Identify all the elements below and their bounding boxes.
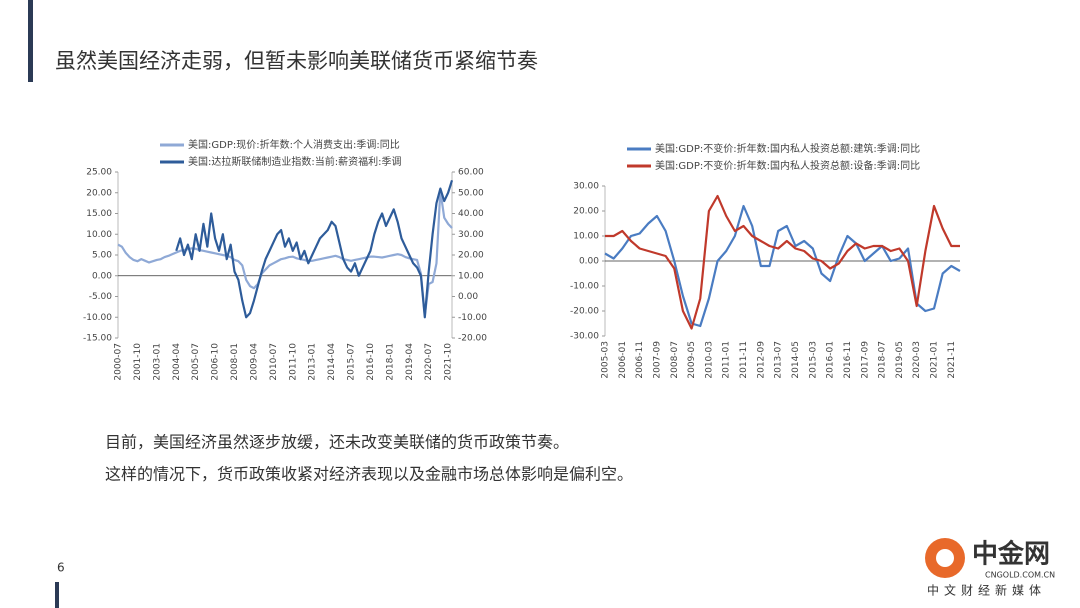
y2-tick-label: 30.00 xyxy=(458,230,484,240)
legend-label: 美国:GDP:现价:折年数:个人消费支出:季调:同比 xyxy=(188,138,400,151)
legend-label: 美国:达拉斯联储制造业指数:当前:薪资福利:季调 xyxy=(188,155,401,168)
x-tick-label: 2006-01 xyxy=(618,341,628,379)
y-tick-label: -10.00 xyxy=(570,282,599,292)
x-tick-label: 2011-01 xyxy=(722,341,732,379)
logo-name: 中金网 xyxy=(972,539,1050,570)
x-tick-label: 2012-09 xyxy=(756,341,766,379)
x-tick-label: 2014-04 xyxy=(327,343,337,381)
y-tick-label: 5.00 xyxy=(92,251,112,261)
x-tick-label: 2004-04 xyxy=(172,343,182,381)
y-tick-label: 10.00 xyxy=(573,232,599,242)
y-tick-label: -20.00 xyxy=(570,307,599,317)
logo-tagline: 中文财经新媒体 xyxy=(927,583,1046,598)
y2-tick-label: 20.00 xyxy=(458,251,484,261)
y2-tick-label: 10.00 xyxy=(458,271,484,281)
logo-icon xyxy=(936,549,954,567)
x-tick-label: 2015-03 xyxy=(808,341,818,379)
x-tick-label: 2020-03 xyxy=(912,341,922,379)
y-tick-label: 0.00 xyxy=(579,257,599,267)
page-number: 6 xyxy=(57,561,65,575)
x-tick-label: 2016-01 xyxy=(826,341,836,379)
x-tick-label: 2014-05 xyxy=(791,341,801,379)
y2-tick-label: 40.00 xyxy=(458,209,484,219)
x-tick-label: 2007-09 xyxy=(652,341,662,379)
x-tick-label: 2010-03 xyxy=(704,341,714,379)
x-tick-label: 2008-01 xyxy=(230,343,240,381)
x-tick-label: 2015-07 xyxy=(347,343,357,381)
y-tick-label: -10.00 xyxy=(83,313,112,323)
accent-bar xyxy=(28,0,33,82)
y-tick-label: 25.00 xyxy=(86,168,112,178)
y-tick-label: 30.00 xyxy=(573,182,599,192)
x-tick-label: 2010-07 xyxy=(269,343,279,381)
x-tick-label: 2021-10 xyxy=(444,343,454,381)
x-tick-label: 2009-04 xyxy=(249,343,259,381)
body-line: 目前，美国经济虽然逐步放缓，还未改变美联储的货币政策节奏。 xyxy=(105,433,569,452)
x-tick-label: 2011-11 xyxy=(739,341,749,379)
y2-tick-label: 60.00 xyxy=(458,168,484,178)
x-tick-label: 2020-07 xyxy=(424,343,434,381)
y-tick-label: 20.00 xyxy=(86,188,112,198)
y2-tick-label: -10.00 xyxy=(458,313,487,323)
body-line: 这样的情况下，货币政策收紧对经济表现以及金融市场总体影响是偏利空。 xyxy=(105,465,633,484)
legend-label: 美国:GDP:不变价:折年数:国内私人投资总额:设备:季调:同比 xyxy=(655,159,920,172)
x-tick-label: 2021-01 xyxy=(930,341,940,379)
x-tick-label: 2021-11 xyxy=(947,341,957,379)
series-line xyxy=(175,179,454,319)
x-tick-label: 2019-05 xyxy=(895,341,905,379)
y-tick-label: 15.00 xyxy=(86,209,112,219)
y2-tick-label: 0.00 xyxy=(458,292,478,302)
y2-tick-label: 50.00 xyxy=(458,188,484,198)
series-line xyxy=(605,194,960,330)
x-tick-label: 2006-11 xyxy=(635,341,645,379)
x-tick-label: 2018-01 xyxy=(385,343,395,381)
y-tick-label: -5.00 xyxy=(89,292,113,302)
x-tick-label: 2006-10 xyxy=(211,343,221,381)
x-tick-label: 2008-07 xyxy=(670,341,680,379)
x-tick-label: 2019-04 xyxy=(405,343,415,381)
slide-title: 虽然美国经济走弱，但暂未影响美联储货币紧缩节奏 xyxy=(55,49,538,73)
y2-tick-label: -20.00 xyxy=(458,334,487,344)
x-tick-label: 2016-11 xyxy=(843,341,853,379)
y-tick-label: 20.00 xyxy=(573,207,599,217)
series-line xyxy=(604,204,961,328)
x-tick-label: 2005-03 xyxy=(601,341,611,379)
accent-bar xyxy=(55,582,59,608)
y-tick-label: -15.00 xyxy=(83,334,112,344)
y-tick-label: 0.00 xyxy=(92,271,112,281)
y-tick-label: 10.00 xyxy=(86,230,112,240)
legend-label: 美国:GDP:不变价:折年数:国内私人投资总额:建筑:季调:同比 xyxy=(655,142,920,155)
x-tick-label: 2013-01 xyxy=(308,343,318,381)
x-tick-label: 2005-07 xyxy=(191,343,201,381)
x-tick-label: 2009-05 xyxy=(687,341,697,379)
x-tick-label: 2011-10 xyxy=(288,343,298,381)
x-tick-label: 2016-10 xyxy=(366,343,376,381)
y-tick-label: -30.00 xyxy=(570,332,599,342)
x-tick-label: 2018-07 xyxy=(878,341,888,379)
x-tick-label: 2000-07 xyxy=(114,343,124,381)
series-line xyxy=(117,189,453,317)
x-tick-label: 2013-07 xyxy=(774,341,784,379)
logo-url: CNGOLD.COM.CN xyxy=(985,571,1055,580)
x-tick-label: 2017-09 xyxy=(860,341,870,379)
x-tick-label: 2001-10 xyxy=(133,343,143,381)
x-tick-label: 2003-01 xyxy=(152,343,162,381)
